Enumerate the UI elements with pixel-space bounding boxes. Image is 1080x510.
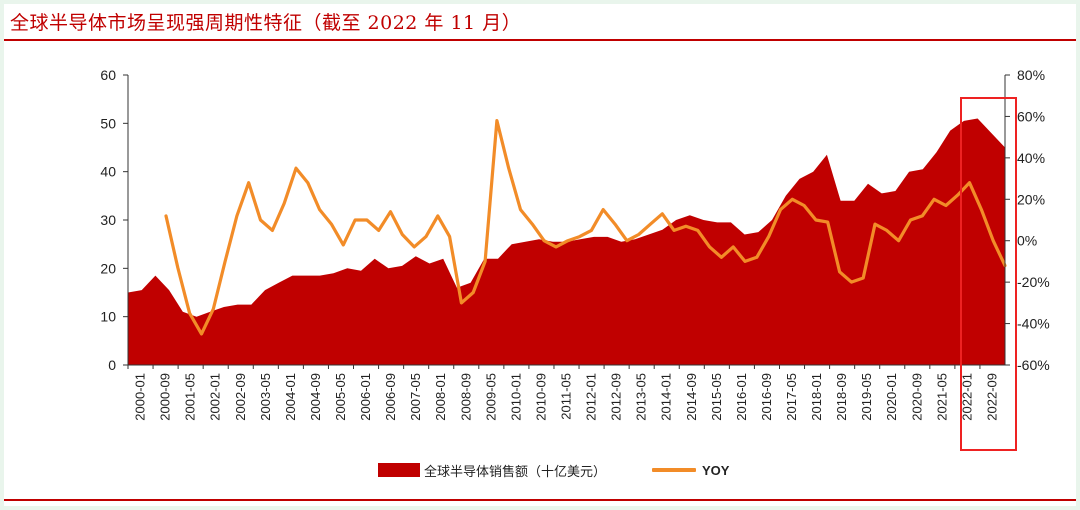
left-tick-label: 0: [108, 357, 116, 373]
right-tick-label: 40%: [1017, 150, 1045, 166]
x-tick-label: 2002-09: [233, 373, 248, 421]
x-tick-label: 2019-05: [859, 373, 874, 421]
yoy-line: [164, 118, 1007, 336]
x-tick-label: 2005-05: [333, 373, 348, 421]
legend-label-yoy: YOY: [702, 462, 730, 478]
left-tick-label: 60: [100, 67, 116, 83]
x-tick-label: 2000-01: [133, 373, 148, 421]
x-tick-label: 2000-09: [158, 373, 173, 421]
title-divider: [4, 39, 1076, 41]
x-tick-label: 2008-01: [433, 373, 448, 421]
left-tick-label: 50: [100, 115, 116, 131]
x-tick-label: 2022-01: [959, 373, 974, 421]
sales-area-layer: [128, 118, 1005, 365]
x-tick-label: 2011-05: [559, 373, 574, 420]
x-tick-label: 2002-01: [208, 373, 223, 421]
left-tick-label: 10: [100, 309, 116, 325]
legend-swatch-sales: [378, 463, 420, 477]
right-tick-label: 20%: [1017, 191, 1045, 207]
sales-area: [128, 118, 1005, 365]
right-tick-label: -60%: [1017, 357, 1050, 373]
chart-title: 全球半导体市场呈现强周期性特征（截至 2022 年 11 月）: [10, 12, 522, 34]
x-tick-label: 2007-05: [408, 373, 423, 421]
x-tick-label: 2010-01: [508, 373, 523, 421]
x-tick-label: 2001-05: [183, 373, 198, 421]
x-tick-label: 2003-05: [258, 373, 273, 421]
chart-legend: 全球半导体销售额（十亿美元） YOY: [378, 460, 729, 480]
legend-swatch-yoy: [652, 468, 697, 472]
x-tick-label: 2018-09: [834, 373, 849, 421]
right-tick-label: 60%: [1017, 108, 1045, 124]
highlight-2022-box: [960, 97, 1017, 451]
x-tick-label: 2013-05: [634, 373, 649, 421]
right-tick-label: 0%: [1017, 233, 1037, 249]
right-tick-label: 80%: [1017, 67, 1045, 83]
x-tick-label: 2018-01: [809, 373, 824, 421]
x-tick-label: 2014-01: [659, 373, 674, 421]
right-tick-label: -20%: [1017, 274, 1050, 290]
x-tick-label: 2010-09: [533, 373, 548, 421]
x-tick-label: 2020-01: [884, 373, 899, 421]
left-tick-label: 30: [100, 212, 116, 228]
x-tick-label: 2012-09: [609, 373, 624, 421]
yoy-line-layer: [164, 118, 1007, 336]
x-tick-label: 2021-05: [934, 373, 949, 421]
x-tick-label: 2016-09: [759, 373, 774, 421]
x-tick-label: 2017-05: [784, 373, 799, 421]
x-tick-label: 2009-05: [483, 373, 498, 421]
x-tick-label: 2008-09: [458, 373, 473, 421]
x-tick-label: 2012-01: [584, 373, 599, 421]
x-tick-label: 2022-09: [984, 373, 999, 421]
x-tick-label: 2014-09: [684, 373, 699, 421]
x-tick-label: 2016-01: [734, 373, 749, 421]
x-tick-label: 2020-09: [909, 373, 924, 421]
x-tick-label: 2015-05: [709, 373, 724, 421]
x-tick-label: 2006-09: [383, 373, 398, 421]
left-tick-label: 20: [100, 260, 116, 276]
axes-layer: 0 10 20 30 40 50 60 -60% -40% -20% 0% 20% 40% 60% 80% 2…: [100, 67, 1049, 421]
legend-label-sales: 全球半导体销售额（十亿美元）: [424, 464, 607, 480]
left-tick-label: 40: [100, 164, 116, 180]
x-tick-label: 2004-09: [308, 373, 323, 421]
bottom-divider: [4, 499, 1076, 501]
x-tick-label: 2006-01: [358, 373, 373, 421]
x-tick-label: 2004-01: [283, 373, 298, 421]
right-tick-label: -40%: [1017, 316, 1050, 332]
